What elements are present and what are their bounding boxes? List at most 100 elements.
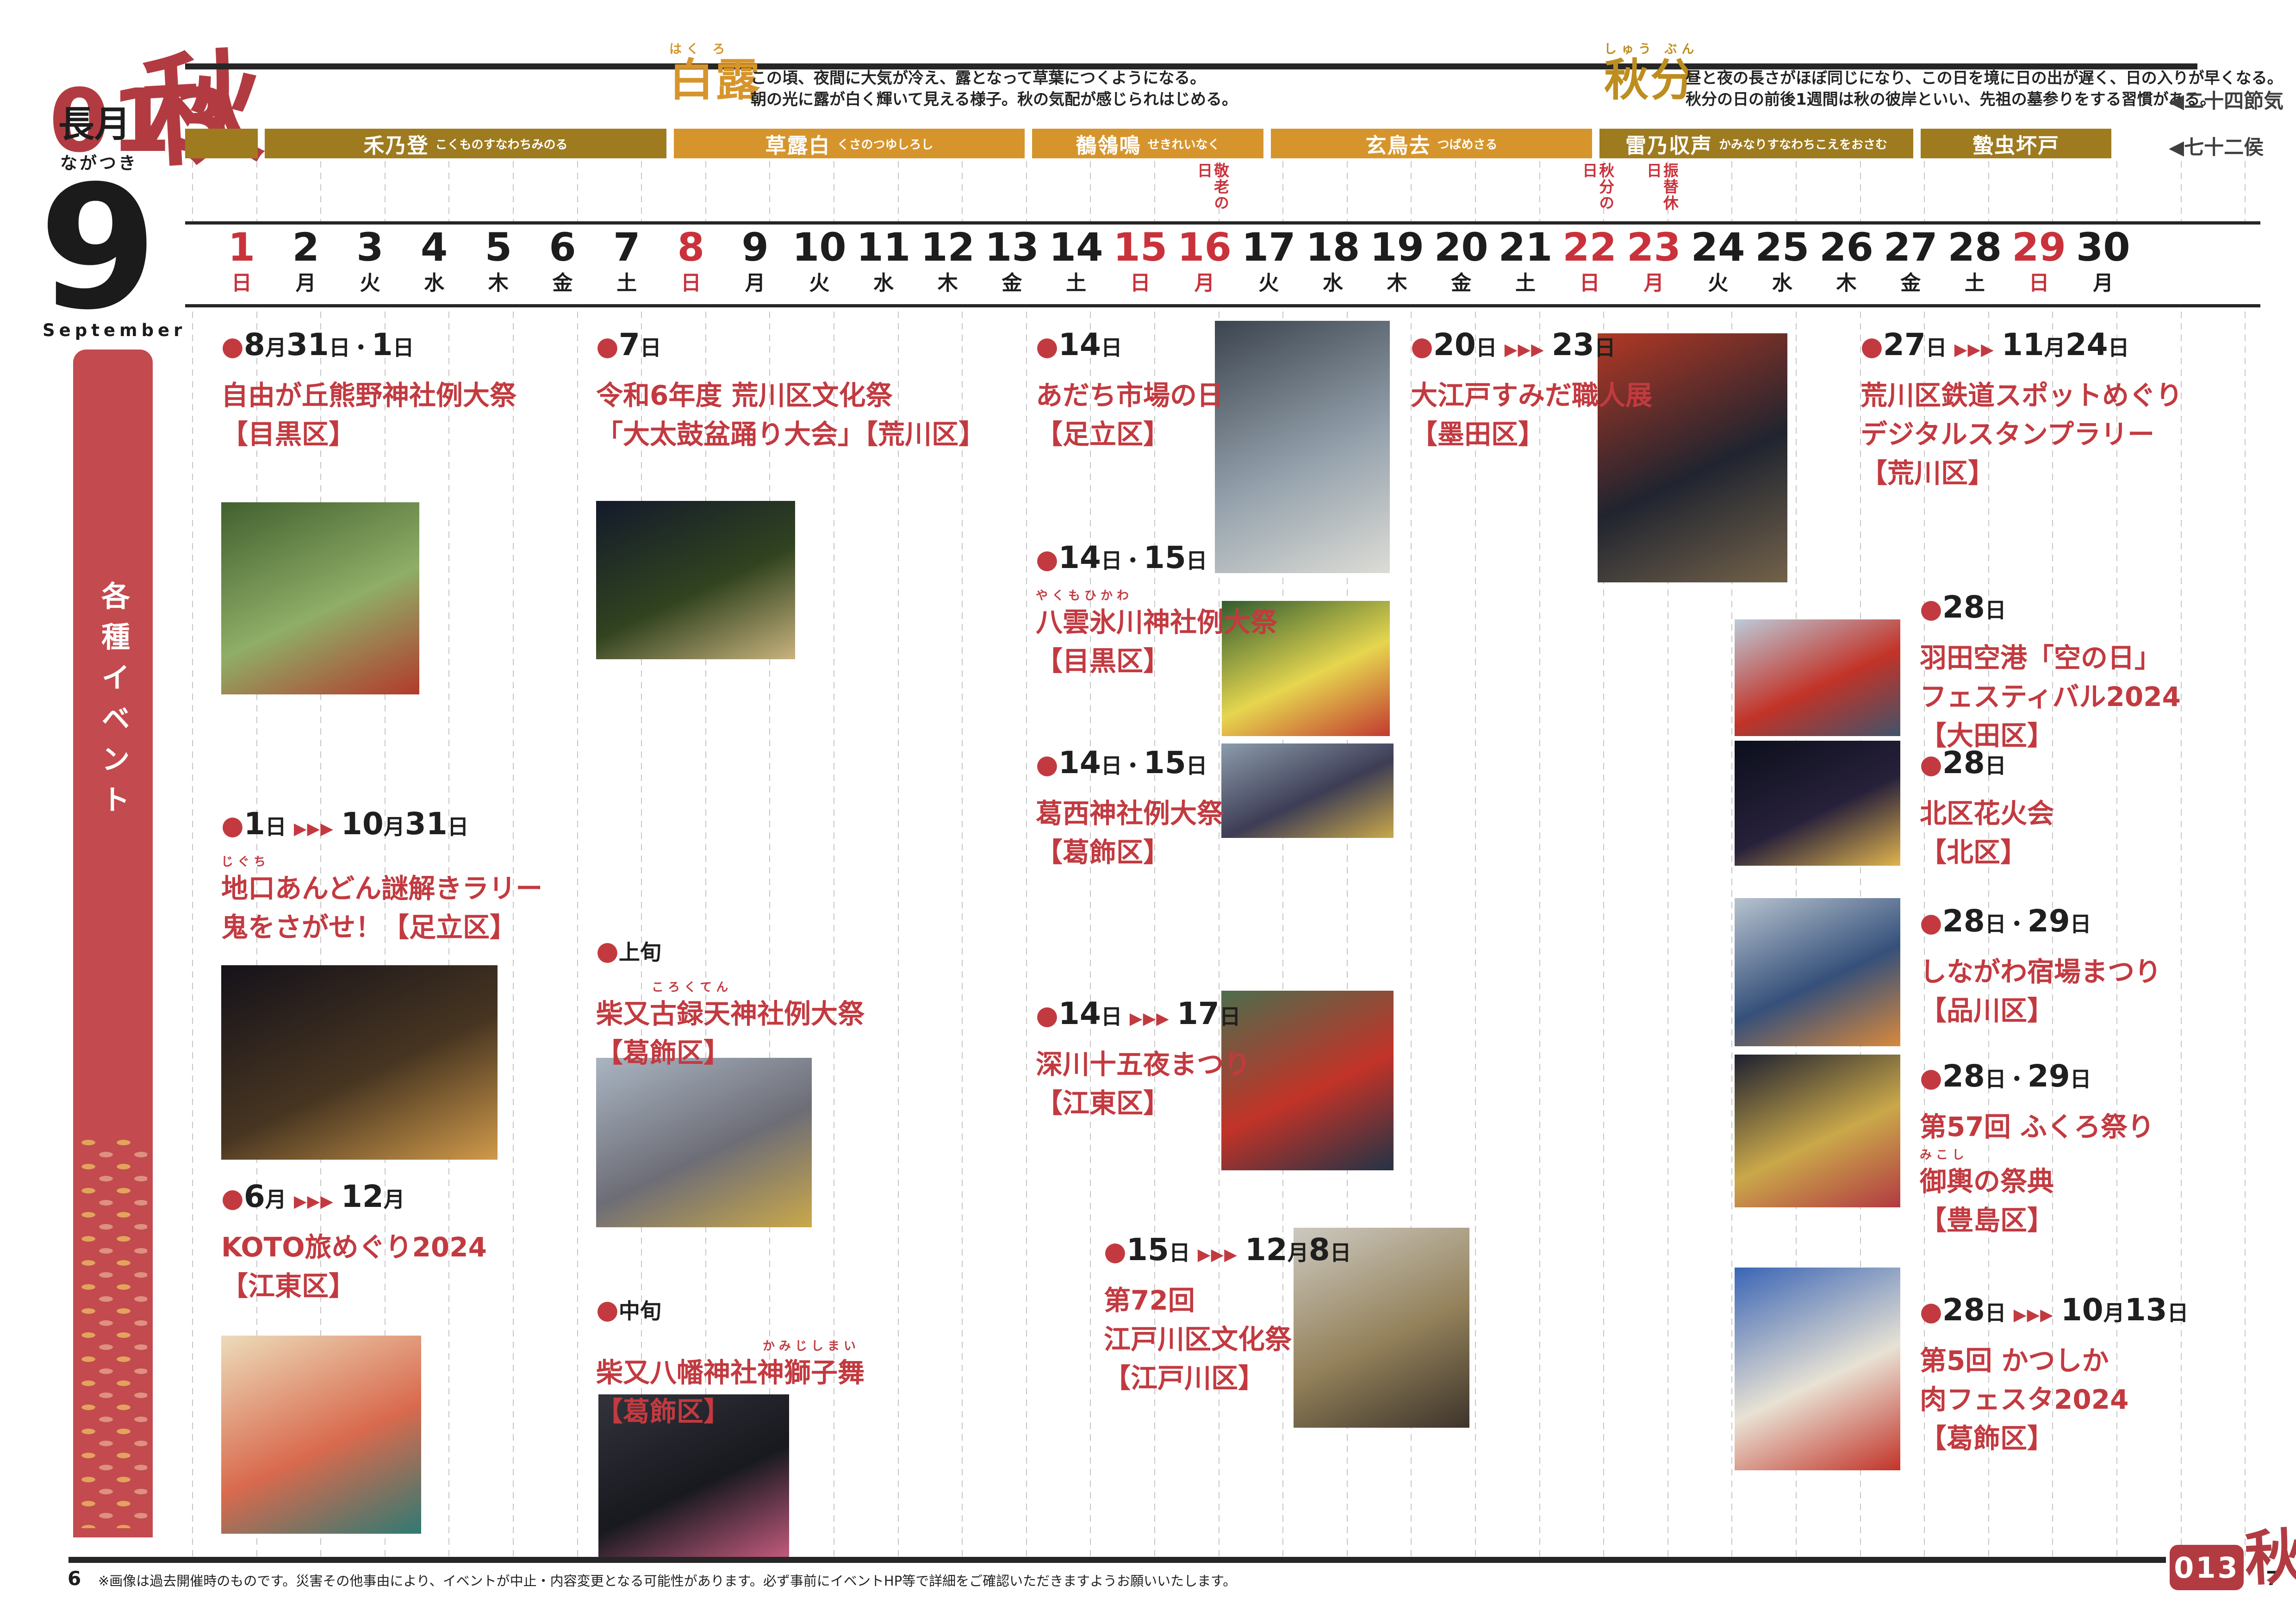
calendar-day-number: 13 xyxy=(984,225,1039,270)
band-3: 鶺鴒鳴 せきれいなく xyxy=(1032,129,1263,158)
month-name-kana: ながつき xyxy=(60,153,138,173)
calendar-day-weekday: 金 xyxy=(1002,271,1022,295)
footer-disclaimer: ※画像は過去開催時のものです。災害その他事由により、イベントが中止・内容変更とな… xyxy=(98,1573,1237,1589)
calendar-day-weekday: 火 xyxy=(1708,271,1729,295)
event-title-line: 葛西神社例大祭 xyxy=(1036,798,1224,829)
calendar-day-number: 16 xyxy=(1177,225,1232,270)
grid-dashed-line xyxy=(1411,161,1412,1557)
event-date: ●14日・15日 xyxy=(1036,745,1207,781)
month-name-english: September xyxy=(43,320,187,340)
calendar-day-weekday: 木 xyxy=(1836,271,1857,295)
grid-dashed-line xyxy=(1603,161,1604,1557)
fukagawa-torii-photo xyxy=(1221,991,1394,1170)
calendar-day-number: 27 xyxy=(1883,225,1938,270)
event-title-line: 北区花火会 xyxy=(1920,798,2054,829)
calendar-day-weekday: 木 xyxy=(488,271,509,295)
yakumo-hikawa-photo xyxy=(1222,601,1390,736)
event-title-line: 御輿の祭典 xyxy=(1920,1166,2054,1197)
calendar-day-number: 14 xyxy=(1049,225,1103,270)
calendar-day-weekday: 水 xyxy=(873,271,894,295)
event-date: ●7日 xyxy=(596,327,661,362)
event-title-line: 荒川区鉄道スポットめぐり xyxy=(1860,380,2183,411)
event-furigana: みこし xyxy=(1920,1148,1969,1162)
calendar-day-weekday: 金 xyxy=(1451,271,1472,295)
bon-odori-photo xyxy=(596,501,795,659)
grid-dashed-line xyxy=(1282,161,1283,1557)
grid-dashed-line xyxy=(1475,161,1476,1557)
event-title-line: 柴又古録天神社例大祭 xyxy=(596,998,865,1030)
event-title-line: 【葛飾区】 xyxy=(596,1396,731,1427)
page-number-left: 6 xyxy=(68,1567,81,1590)
calendar-day-number: 15 xyxy=(1113,225,1168,270)
event-kita-hanabi: ●28日 北区花火会 【北区】 xyxy=(1920,744,2054,872)
event-oedo-sumida: ●20日 ▶▶▶ 23日 大江戸すみだ職人展 【墨田区】 xyxy=(1411,326,1652,454)
calendar-day-weekday: 金 xyxy=(552,271,573,295)
event-title-line: 【目黒区】 xyxy=(1036,645,1170,677)
calendar-day-number: 7 xyxy=(613,225,641,270)
event-furigana: じぐち xyxy=(221,855,270,869)
event-kamijishimai: ●中旬 かみじしまい 柴又八幡神社神獅子舞 【葛飾区】 xyxy=(596,1292,865,1431)
calendar-day-number: 20 xyxy=(1434,225,1488,270)
event-title-line: 【足立区】 xyxy=(1036,418,1170,450)
calendar-day-weekday: 木 xyxy=(1387,271,1407,295)
jiguchi-andon-lantern-photo xyxy=(221,965,498,1160)
calendar-day-weekday: 日 xyxy=(1130,271,1151,295)
event-date: ●14日 xyxy=(1036,327,1122,362)
event-title-line: 【江東区】 xyxy=(221,1270,356,1302)
sekki-hakuro-desc-2: 朝の光に露が白く輝いて見える様子。秋の気配が感じられはじめる。 xyxy=(751,90,1238,109)
calendar-day-number: 5 xyxy=(485,225,512,270)
event-title-line: 【目黒区】 xyxy=(221,418,356,450)
calendar-day-number: 29 xyxy=(2012,225,2066,270)
event-furigana: やくもひかわ xyxy=(1036,589,1133,603)
event-title-line: しながわ宿場まつり xyxy=(1920,956,2162,987)
calendar-day-weekday: 火 xyxy=(360,271,380,295)
grid-dashed-line xyxy=(513,161,514,1557)
event-date: ●14日 ▶▶▶ 17日 xyxy=(1036,996,1241,1031)
month-name-kanji: 長月 xyxy=(58,104,131,145)
koto-tabi-meguri-poster xyxy=(221,1336,421,1534)
calendar-day-weekday: 木 xyxy=(937,271,958,295)
band-kana: かみなりすなわちこえをおさむ xyxy=(1719,137,1888,152)
event-title-line: 令和6年度 荒川区文化祭 xyxy=(596,380,893,411)
holiday-label: 秋分の日 xyxy=(1580,162,1615,211)
event-jiyugaoka-kumano: ●8月31日・1日 自由が丘熊野神社例大祭 【目黒区】 xyxy=(221,326,516,454)
sekki-shubun-desc-1: 昼と夜の長さがほぼ同じになり、この日を境に日の出が遅く、日の入りが早くなる。 xyxy=(1686,69,2283,87)
calendar-day-number: 22 xyxy=(1562,225,1617,270)
sekki-shubun-furigana: しゅう ぶん xyxy=(1604,42,1699,56)
event-title-line: 深川十五夜まつり xyxy=(1036,1049,1251,1080)
calendar-day-number: 25 xyxy=(1755,225,1810,270)
band-kana: つばめさる xyxy=(1437,137,1498,152)
korokuten-mikoshi-photo xyxy=(596,1058,812,1227)
event-yakumo-hikawa: ●14日・15日 やくもひかわ 八雲氷川神社例大祭 【目黒区】 xyxy=(1036,539,1277,681)
event-title-line: 【墨田区】 xyxy=(1411,418,1545,450)
sekki-shubun-desc-2: 秋分の日の前後1週間は秋の彼岸といい、先祖の墓参りをする習慣がある。 xyxy=(1686,90,2216,109)
calendar-day-weekday: 日 xyxy=(680,271,701,295)
calendar-day-number: 11 xyxy=(856,225,911,270)
event-date: ●上旬 xyxy=(596,936,661,966)
calendar-day-weekday: 日 xyxy=(231,271,252,295)
event-title-line: 【江東区】 xyxy=(1036,1087,1170,1119)
event-title-line: 八雲氷川神社例大祭 xyxy=(1036,606,1278,638)
event-arakawa-bunkasai: ●7日 令和6年度 荒川区文化祭 「大太鼓盆踊り大会」【荒川区】 xyxy=(596,326,985,454)
event-date: ●8月31日・1日 xyxy=(221,327,414,362)
sekki-hakuro-name: 白露 xyxy=(669,54,762,106)
grid-dashed-line xyxy=(256,161,257,1557)
grid-dashed-line xyxy=(192,161,193,1557)
band-name: 禾乃登 xyxy=(363,133,429,158)
event-furigana: かみじしまい xyxy=(763,1339,860,1353)
sidebar-various-events: 各種イベント xyxy=(73,350,153,1537)
event-date: ●28日・29日 xyxy=(1920,1058,2091,1094)
grid-dashed-line xyxy=(769,161,770,1557)
sidebar-title: 各種イベント xyxy=(96,581,130,825)
fukuro-matsuri-photo xyxy=(1735,1055,1900,1207)
band-kana: せきれいなく xyxy=(1147,137,1220,152)
calendar-day-weekday: 火 xyxy=(809,271,830,295)
footer-issue-logo: 013 xyxy=(2170,1545,2244,1590)
event-title-line: 江戸川区文化祭 xyxy=(1104,1324,1292,1355)
sekki-hakuro: はく ろ 白露 xyxy=(669,43,762,104)
event-title-line: 【江戸川区】 xyxy=(1104,1362,1265,1394)
footer-season-logo: 秋 xyxy=(2243,1522,2296,1594)
grid-dashed-line xyxy=(1988,161,1989,1557)
event-date: ●15日 ▶▶▶ 12月8日 xyxy=(1104,1232,1351,1268)
